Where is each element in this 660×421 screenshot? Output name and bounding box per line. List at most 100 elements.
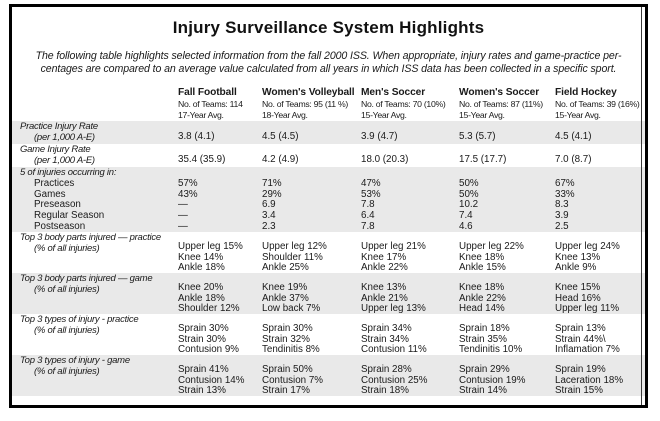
cell-value-line: Sprain 29% <box>459 364 510 375</box>
cell-values: Knee 13% Ankle 21% Upper leg 13% <box>361 282 459 315</box>
cell-values: Knee 15% Head 16% Upper leg 11% <box>555 282 645 315</box>
row-sublabel-postseason: Postseason <box>34 220 86 232</box>
row-injury-types-game: Top 3 types of injury - game (% of all i… <box>12 355 645 396</box>
column-header-field-hockey: Field Hockey No. of Teams: 39 (16%) 15-Y… <box>555 87 645 121</box>
table-cell: Sprain 30% Strain 30% Contusion 9% <box>178 314 262 356</box>
row-label-main: Top 3 body parts injured — practice <box>20 232 161 243</box>
cell-value-line: 53% <box>361 188 381 200</box>
cell-values: Upper leg 21% Knee 17% Ankle 22% <box>361 241 459 274</box>
cell-value: 3.8 (4.1) <box>178 131 215 142</box>
cell-value-line: Head 16% <box>555 292 601 304</box>
row-label: Top 3 types of injury - practice (% of a… <box>20 314 178 356</box>
cell-values: Sprain 28% Contusion 25% Strain 18% <box>361 364 459 397</box>
cell-value-line: Shoulder 12% <box>178 303 240 315</box>
table-cell: Knee 15% Head 16% Upper leg 11% <box>555 273 645 315</box>
cell-value-line: 6.9 <box>262 199 276 211</box>
table-cell: 3.8 (4.1) <box>178 121 262 144</box>
cell-value-line: 57% <box>178 177 198 189</box>
cell-values: Sprain 34% Strain 34% Contusion 11% <box>361 323 459 356</box>
cell-value-line: Contusion 19% <box>459 374 526 386</box>
years-avg: 17-Year Avg. <box>178 109 224 120</box>
cell-values: Upper leg 12% Shoulder 11% Ankle 25% <box>262 241 361 274</box>
cell-value-line: Contusion 11% <box>361 344 427 356</box>
cell-values: 47% 53% 7.8 6.4 7.8 <box>361 178 459 233</box>
row-label: Top 3 types of injury - game (% of all i… <box>20 355 178 397</box>
cell-value-line: 33% <box>555 188 575 200</box>
table-cell: 71% 29% 6.9 3.4 2.3 <box>262 168 361 233</box>
row-label-main: Practice Injury Rate <box>20 121 98 132</box>
cell-value-line: Laceration 18% <box>555 374 624 386</box>
cell-value-line: Contusion 14% <box>178 374 245 386</box>
table-cell: Sprain 30% Strain 32% Tendinitis 8% <box>262 314 361 356</box>
table-cell: Upper leg 24% Knee 13% Ankle 9% <box>555 232 645 274</box>
cell-value-line: Inflamation 7% <box>555 344 620 356</box>
cell-value-line: Sprain 13% <box>555 323 606 334</box>
cell-value-line: Contusion 9% <box>178 344 239 356</box>
row-label: Top 3 body parts injured — practice (% o… <box>20 232 178 274</box>
column-header-mens-soccer: Men's Soccer No. of Teams: 70 (10%) 15-Y… <box>361 87 459 121</box>
table-cell: Upper leg 15% Knee 14% Ankle 18% <box>178 232 262 274</box>
cell-value-line: Knee 17% <box>361 251 407 263</box>
cell-value-line: Strain 44%\ <box>555 333 606 345</box>
table-cell: 47% 53% 7.8 6.4 7.8 <box>361 168 459 233</box>
cell-value-line: Knee 19% <box>262 282 308 293</box>
row-label: Practice Injury Rate (per 1,000 A-E) <box>20 121 178 144</box>
cell-values: Sprain 19% Laceration 18% Strain 15% <box>555 364 645 397</box>
cell-values: Sprain 41% Contusion 14% Strain 13% <box>178 364 262 397</box>
teams-count: No. of Teams: 87 (11%) <box>459 98 543 109</box>
cell-value-line: Upper leg 21% <box>361 241 426 252</box>
column-header-fall-football: Fall Football No. of Teams: 114 17-Year … <box>178 87 262 121</box>
table-cell: 4.2 (4.9) <box>262 144 361 167</box>
table-cell: 4.5 (4.1) <box>555 121 645 144</box>
table-cell: Sprain 50% Contusion 7% Strain 17% <box>262 355 361 397</box>
table-cell: Sprain 34% Strain 34% Contusion 11% <box>361 314 459 356</box>
cell-value: 35.4 (35.9) <box>178 154 226 165</box>
table-cell: 7.0 (8.7) <box>555 144 645 167</box>
sport-name: Field Hockey <box>555 87 617 98</box>
table-cell: 3.9 (4.7) <box>361 121 459 144</box>
row-injuries-occurring-in: 5 of injuries occurring in: Practices Ga… <box>12 167 645 232</box>
cell-value-line: Strain 14% <box>459 385 507 397</box>
column-header-womens-volleyball: Women's Volleyball No. of Teams: 95 (11 … <box>262 87 361 121</box>
cell-value-line: Sprain 41% <box>178 364 229 375</box>
row-sublabel-regular-season: Regular Season <box>34 210 105 222</box>
cell-value-line: — <box>178 199 188 211</box>
cell-value-line: Upper leg 15% <box>178 241 243 252</box>
row-label-main: Game Injury Rate <box>20 144 91 155</box>
row-label-sub: (% of all injuries) <box>34 325 100 336</box>
cell-value-line: 3.9 <box>555 210 569 222</box>
row-body-parts-practice: Top 3 body parts injured — practice (% o… <box>12 232 645 273</box>
row-label-main: Top 3 types of injury - game <box>20 355 130 366</box>
row-label-sub: (% of all injuries) <box>34 284 100 295</box>
cell-value-line: Strain 35% <box>459 333 507 345</box>
cell-value-line: Strain 17% <box>262 385 310 397</box>
table-cell: Sprain 13% Strain 44%\ Inflamation 7% <box>555 314 645 356</box>
years-avg: 15-Year Avg. <box>459 109 505 120</box>
cell-value-line: 43% <box>178 188 198 200</box>
page-title: Injury Surveillance System Highlights <box>172 18 485 37</box>
row-label-main: 5 of injuries occurring in: <box>20 167 117 178</box>
cell-value-line: Knee 13% <box>555 251 601 263</box>
table-cell: 57% 43% — — — <box>178 168 262 233</box>
cell-value-line: 2.3 <box>262 220 276 232</box>
table-cell: Upper leg 22% Knee 18% Ankle 15% <box>459 232 555 274</box>
row-label-sub: (per 1,000 A-E) <box>34 132 95 143</box>
sport-name: Men's Soccer <box>361 87 426 98</box>
row-label-main: Top 3 types of injury - practice <box>20 314 139 325</box>
cell-value-line: Ankle 25% <box>262 262 309 274</box>
cell-values: Sprain 18% Strain 35% Tendinitis 10% <box>459 323 555 356</box>
cell-value-line: 10.2 <box>459 199 479 211</box>
cell-value-line: Knee 18% <box>459 282 505 293</box>
cell-value-line: Upper leg 24% <box>555 241 620 252</box>
table-cell: 50% 50% 10.2 7.4 4.6 <box>459 168 555 233</box>
cell-value-line: Knee 13% <box>361 282 407 293</box>
cell-value-line: Knee 14% <box>178 251 224 263</box>
cell-value-line: 2.5 <box>555 220 569 232</box>
table-cell: 17.5 (17.7) <box>459 144 555 167</box>
cell-value-line: Sprain 30% <box>178 323 229 334</box>
years-avg: 15-Year Avg. <box>555 109 601 120</box>
page-subtitle: The following table highlights selected … <box>12 50 645 75</box>
cell-value-line: Ankle 22% <box>459 292 506 304</box>
row-label-sub: (per 1,000 A-E) <box>34 155 95 166</box>
cell-value-line: Sprain 30% <box>262 323 313 334</box>
